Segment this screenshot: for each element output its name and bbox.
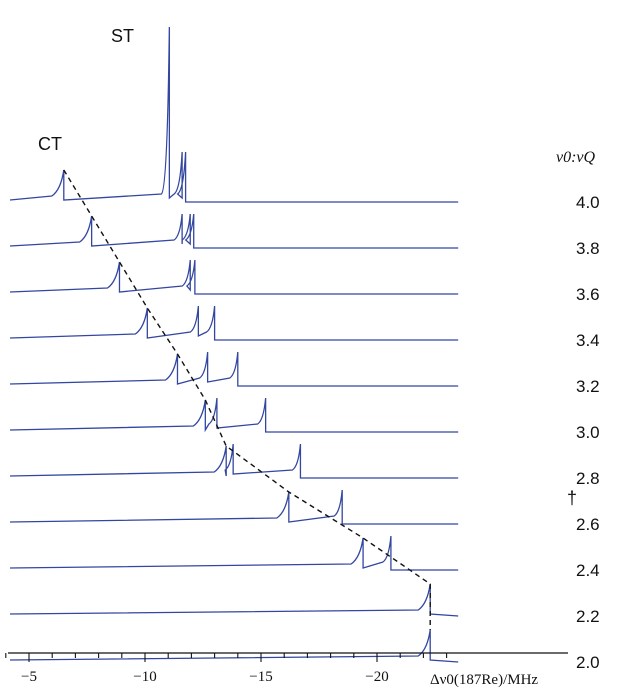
- spectrum-trace-4-0: [9, 26, 459, 203]
- spectrum-trace-3-0: [9, 397, 459, 433]
- ratio-label-3-6: 3.6: [576, 285, 600, 304]
- spectrum-trace-2-2: [9, 583, 459, 617]
- ratio-label-2-8: 2.8: [576, 469, 600, 488]
- ratio-label-3-0: 3.0: [576, 423, 600, 442]
- st-label: ST: [111, 26, 134, 46]
- x-tick-label: −15: [249, 669, 272, 685]
- x-tick-label: −20: [365, 669, 388, 685]
- spectrum-trace-2-4: [9, 535, 459, 571]
- ratio-column-header: ν0:νQ: [556, 149, 596, 166]
- spectrum-trace-2-8: [9, 443, 459, 479]
- x-axis-ticks: −5 −10 −15 −20: [5, 653, 448, 685]
- ratio-label-3-8: 3.8: [576, 239, 600, 258]
- ratio-label-2-6: 2.6: [576, 515, 600, 534]
- spectrum-trace-3-2: [9, 351, 459, 387]
- spectra-traces: [9, 26, 459, 663]
- ratio-label-4-0: 4.0: [576, 193, 600, 212]
- ratio-label-2-0: 2.0: [576, 653, 600, 672]
- dagger-mark: †: [567, 488, 577, 508]
- x-tick-label: −10: [133, 669, 156, 685]
- ct-trend-dashed-line: [63, 169, 431, 630]
- ct-label: CT: [38, 134, 62, 154]
- spectrum-trace-3-6: [9, 259, 459, 295]
- ratio-label-3-4: 3.4: [576, 331, 600, 350]
- spectrum-trace-3-4: [9, 305, 459, 341]
- ratio-label-2-4: 2.4: [576, 561, 600, 580]
- spectrum-trace-2-6: [9, 489, 459, 525]
- ratio-label-3-2: 3.2: [576, 377, 600, 396]
- ratio-label-2-2: 2.2: [576, 607, 600, 626]
- spectrum-trace-2-0: [9, 629, 459, 663]
- x-tick-label: −5: [21, 669, 37, 685]
- x-axis: −5 −10 −15 −20: [5, 652, 568, 685]
- x-axis-title: Δν0(187Re)/MHz: [430, 672, 538, 688]
- spectrum-trace-3-8: [9, 213, 459, 249]
- ratio-labels: 4.0 3.8 3.6 3.4 3.2 3.0 2.8 2.6 2.4 2.2 2.0: [576, 193, 600, 672]
